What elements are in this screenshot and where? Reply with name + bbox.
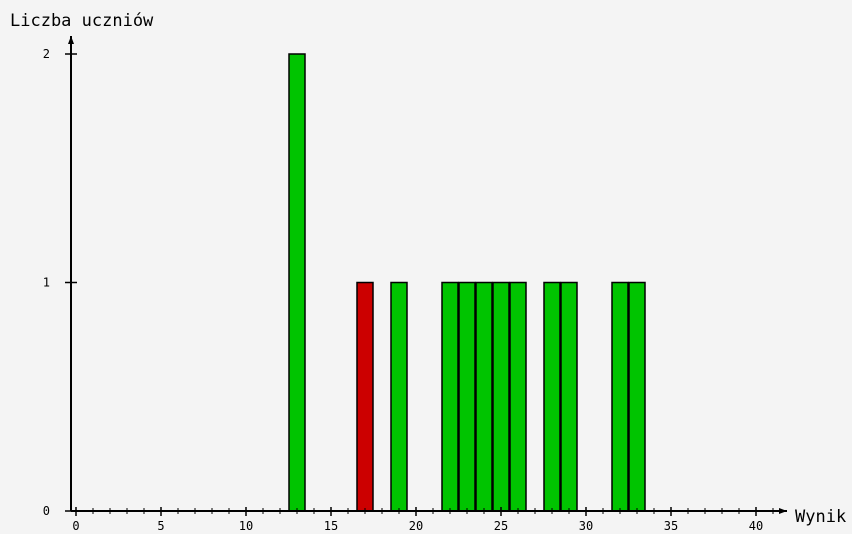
- x-tick-label: 20: [409, 519, 423, 533]
- bar: [475, 281, 493, 512]
- x-tick-label: 25: [494, 519, 508, 533]
- y-axis-arrow: [68, 36, 74, 44]
- bar-highlighted: [356, 281, 374, 512]
- x-tick-label: 15: [324, 519, 338, 533]
- x-axis-title: Wynik: [795, 507, 846, 527]
- bar: [628, 281, 646, 512]
- bar: [509, 281, 527, 512]
- bar: [390, 281, 408, 512]
- bar: [441, 281, 459, 512]
- x-tick-label: 0: [72, 519, 79, 533]
- y-tick-label: 2: [43, 47, 50, 61]
- ticks-layer: 0 5 10 15 20 25 30 35 40 0 1 2: [43, 47, 774, 533]
- y-axis-title: Liczba uczniów: [10, 11, 154, 31]
- bar: [560, 281, 578, 512]
- axes-layer: [68, 36, 787, 514]
- bar: [458, 281, 476, 512]
- x-tick-label: 30: [579, 519, 593, 533]
- x-axis-arrow: [779, 508, 787, 514]
- bar: [492, 281, 510, 512]
- bar: [543, 281, 561, 512]
- bars-layer: [288, 53, 646, 512]
- x-tick-label: 40: [749, 519, 763, 533]
- x-tick-label: 5: [157, 519, 164, 533]
- y-tick-label: 0: [43, 504, 50, 518]
- bar: [288, 53, 306, 512]
- y-tick-label: 1: [43, 276, 50, 290]
- x-tick-label: 10: [239, 519, 253, 533]
- bar: [611, 281, 629, 512]
- x-tick-label: 35: [664, 519, 678, 533]
